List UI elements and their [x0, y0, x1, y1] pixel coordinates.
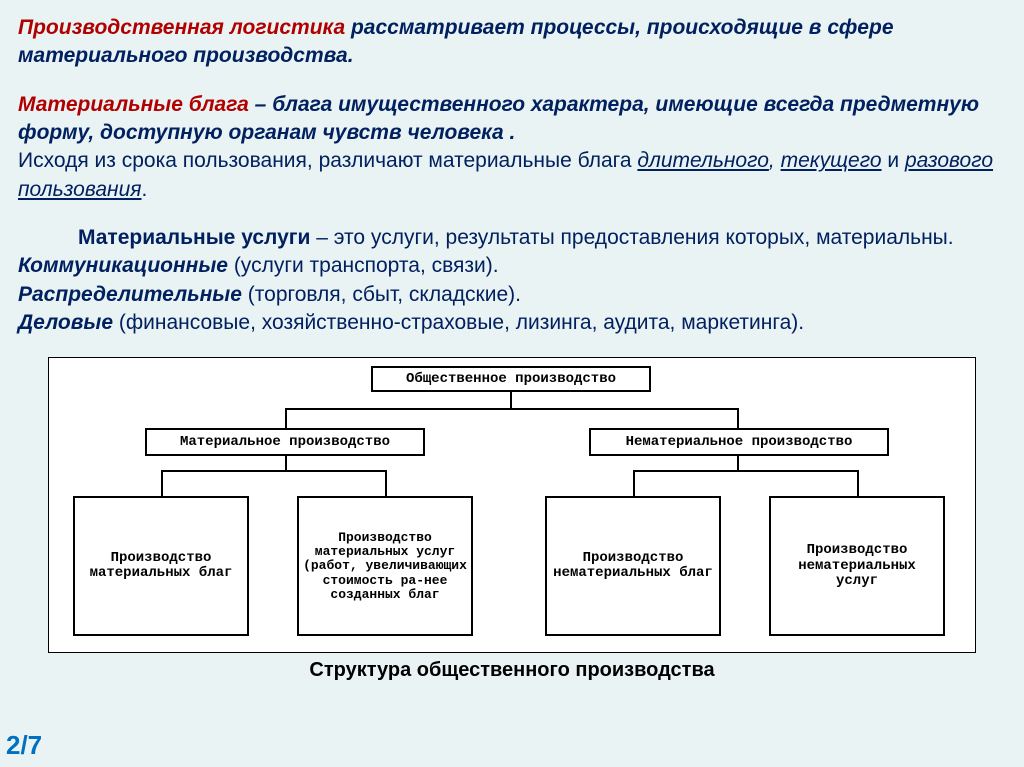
node-leaf-2: Производство материальных услуг (работ, … [297, 496, 473, 636]
edge [285, 456, 287, 470]
term-material-services: Материальные услуги [78, 226, 310, 249]
edge [285, 408, 287, 428]
services-list: Коммуникационные (услуги транспорта, свя… [18, 252, 1006, 337]
node-root: Общественное производство [371, 366, 651, 392]
node-material: Материальное производство [145, 428, 425, 456]
edge [285, 408, 739, 410]
edge [633, 470, 635, 496]
list1-rest: (услуги транспорта, связи). [228, 254, 499, 277]
list3-lead: Деловые [18, 311, 113, 334]
list2-rest: (торговля, сбыт, складские). [242, 283, 521, 306]
org-chart: Общественное производство Материальное п… [48, 357, 976, 653]
node-leaf-3: Производство нематериальных благ [545, 496, 721, 636]
para2-u2: текущего [781, 149, 882, 172]
edge [385, 470, 387, 496]
paragraph-1: Производственная логистика рассматривает… [18, 14, 1006, 71]
para2-line2a: Исходя из срока пользования, различают м… [18, 149, 637, 172]
node-leaf-1: Производство материальных благ [73, 496, 249, 636]
term-material-goods: Материальные блага [18, 93, 249, 116]
page-number: 2/7 [6, 730, 42, 761]
list3-rest: (финансовые, хозяйственно-страховые, лиз… [113, 311, 804, 334]
para3-rest: – это услуги, результаты предоставления … [310, 226, 953, 249]
edge [737, 408, 739, 428]
edge [633, 470, 859, 472]
diagram-caption: Структура общественного производства [18, 659, 1006, 682]
edge [510, 392, 512, 408]
para2-dot: . [142, 178, 148, 201]
para2-c1: , [769, 149, 781, 172]
para2-and: и [882, 149, 905, 172]
term-prod-logistics: Производственная логистика [18, 16, 345, 39]
list1-lead: Коммуникационные [18, 254, 228, 277]
edge [737, 456, 739, 470]
para2-u1: длительного [637, 149, 769, 172]
edge [161, 470, 163, 496]
list2-lead: Распределительные [18, 283, 242, 306]
edge [161, 470, 387, 472]
paragraph-2: Материальные блага – блага имущественног… [18, 91, 1006, 204]
node-nonmaterial: Нематериальное производство [589, 428, 889, 456]
paragraph-3: Материальные услуги – это услуги, резуль… [18, 224, 1006, 252]
edge [857, 470, 859, 496]
node-leaf-4: Производство нематериальных услуг [769, 496, 945, 636]
